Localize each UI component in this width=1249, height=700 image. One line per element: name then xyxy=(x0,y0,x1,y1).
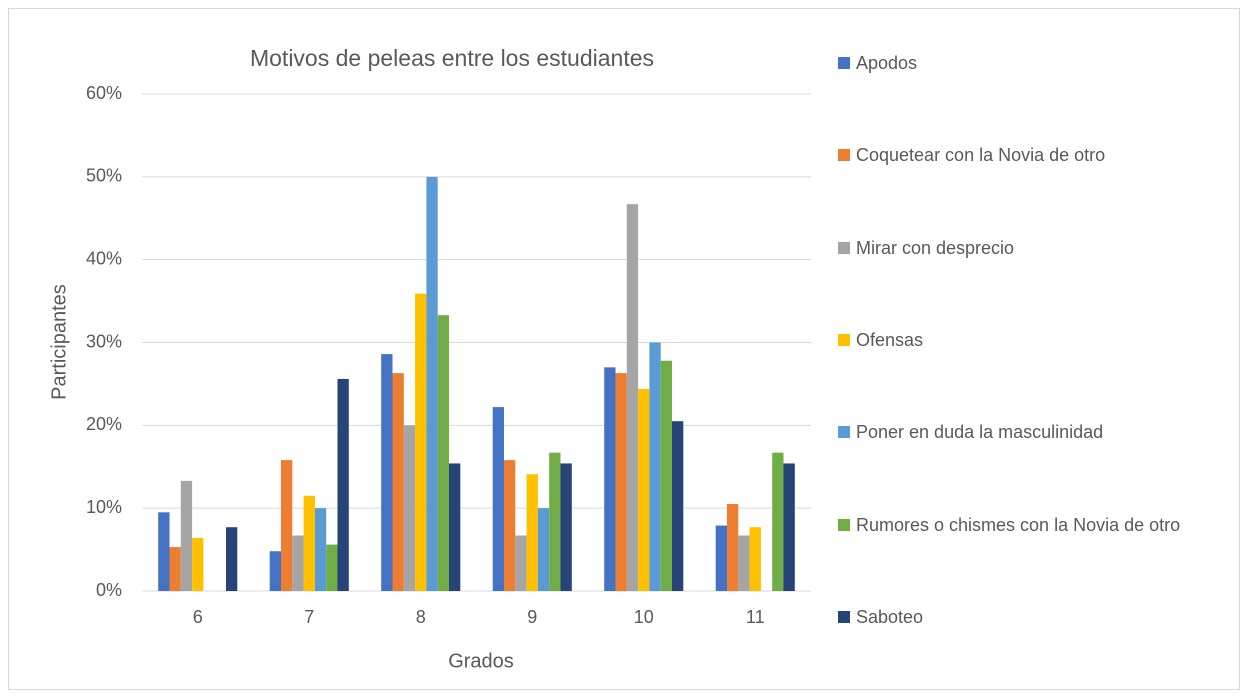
bar xyxy=(638,388,650,591)
legend-swatch xyxy=(838,241,850,254)
legend-item: Coquetear con la Novia de otro xyxy=(838,143,1208,167)
y-tick-label: 10% xyxy=(86,497,122,517)
legend-label: Mirar con desprecio xyxy=(856,237,1015,258)
bar xyxy=(649,342,661,591)
bar xyxy=(537,508,550,591)
bar xyxy=(449,463,461,591)
bar xyxy=(660,360,672,591)
bar xyxy=(269,551,281,591)
bar xyxy=(526,474,538,591)
bar xyxy=(504,460,516,591)
legend-label: Saboteo xyxy=(856,606,924,627)
legend-label: Apodos xyxy=(856,53,918,73)
bar xyxy=(314,508,327,591)
legend-item: Saboteo xyxy=(838,605,1208,629)
legend-label: Coquetear con la Novia de otro xyxy=(856,145,1106,166)
legend-label: Poner en duda la masculinidad xyxy=(856,422,1104,443)
bar xyxy=(626,204,639,591)
y-tick-label: 50% xyxy=(86,166,122,186)
y-tick-label: 60% xyxy=(86,83,122,103)
bar xyxy=(604,367,616,591)
bar xyxy=(292,535,304,591)
bar xyxy=(337,378,349,591)
legend-swatch xyxy=(838,57,850,69)
y-tick-label: 20% xyxy=(86,414,122,434)
y-tick-label: 40% xyxy=(86,248,122,268)
bar xyxy=(549,452,561,591)
legend-label: Rumores o chismes con la Novia de otro xyxy=(856,514,1181,535)
legend-item: Ofensas xyxy=(838,328,1208,352)
legend-item: Poner en duda la masculinidad xyxy=(838,420,1208,444)
legend-swatch xyxy=(838,333,850,346)
bar xyxy=(392,373,404,591)
bar xyxy=(749,527,761,591)
x-tick-label: 10 xyxy=(634,607,654,627)
x-tick-label: 6 xyxy=(193,607,203,627)
bar xyxy=(426,176,438,592)
x-tick-label: 7 xyxy=(304,607,314,627)
legend-item: Mirar con desprecio xyxy=(838,236,1208,260)
bar xyxy=(192,537,204,591)
bar xyxy=(727,504,739,591)
x-tick-label: 8 xyxy=(416,607,426,627)
bar xyxy=(772,452,784,591)
y-axis-label: Participantes xyxy=(48,284,70,400)
bar xyxy=(492,407,504,591)
y-tick-label: 0% xyxy=(96,580,122,600)
bar xyxy=(381,354,393,591)
x-tick-label: 11 xyxy=(746,607,765,627)
bar xyxy=(437,315,449,591)
bar xyxy=(515,535,527,591)
bar xyxy=(715,525,727,591)
legend-swatch xyxy=(838,149,850,162)
bar xyxy=(560,463,572,591)
bar xyxy=(326,544,338,591)
legend-swatch xyxy=(838,518,850,531)
bar xyxy=(672,421,684,591)
bar xyxy=(158,512,170,591)
bar xyxy=(281,460,293,591)
bar xyxy=(226,527,238,591)
bar xyxy=(615,373,627,591)
bar xyxy=(783,463,795,591)
bar xyxy=(303,495,315,591)
legend-item: Apodos xyxy=(838,51,1208,75)
y-tick-label: 30% xyxy=(86,331,122,351)
x-axis-label: Grados xyxy=(448,650,514,672)
bar xyxy=(169,547,181,591)
bar xyxy=(738,535,750,591)
chart-title: Motivos de peleas entre los estudiantes xyxy=(250,45,654,71)
bar xyxy=(180,480,193,591)
x-tick-label: 9 xyxy=(527,607,537,627)
legend-item: Rumores o chismes con la Novia de otro xyxy=(838,513,1208,537)
legend-swatch xyxy=(838,610,850,623)
bar xyxy=(403,425,416,591)
bar xyxy=(415,293,427,591)
legend-label: Ofensas xyxy=(856,329,924,350)
legend-swatch xyxy=(838,426,850,439)
